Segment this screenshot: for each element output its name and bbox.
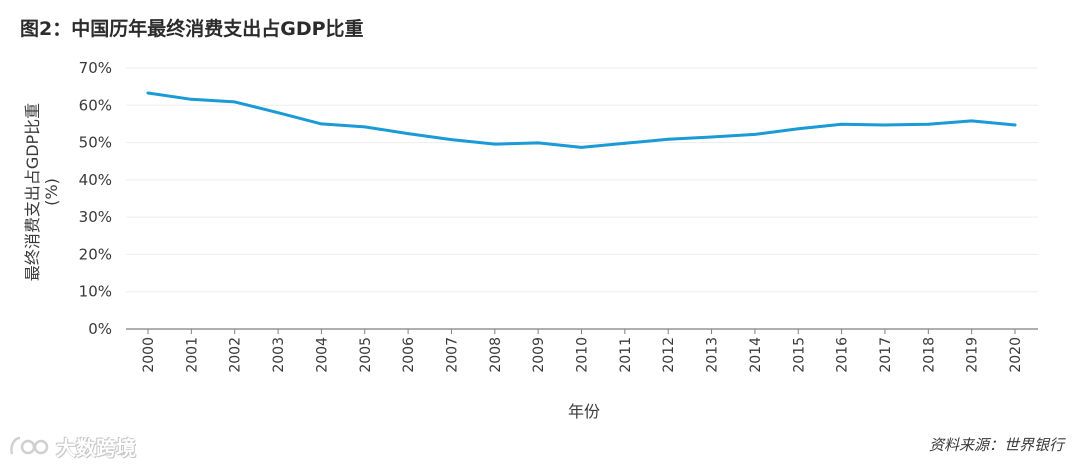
watermark-text: 大数跨境 xyxy=(56,436,136,460)
x-tick-label: 2009 xyxy=(531,337,547,373)
data-point xyxy=(666,137,670,141)
x-tick-label: 2016 xyxy=(835,337,851,373)
data-point xyxy=(536,141,540,145)
chart-title: 图2：中国历年最终消费支出占GDP比重 xyxy=(20,18,364,40)
x-axis-label: 年份 xyxy=(568,402,600,421)
y-tick-label: 10% xyxy=(79,283,112,301)
gridlines xyxy=(126,67,1038,293)
y-tick-label: 70% xyxy=(79,59,112,77)
y-tick-label: 0% xyxy=(88,320,112,338)
axes xyxy=(126,328,1038,334)
y-tick-label: 30% xyxy=(79,208,112,226)
x-tick-label: 2008 xyxy=(488,337,504,373)
y-tick-label: 60% xyxy=(79,96,112,114)
x-tick-label: 2002 xyxy=(228,337,244,373)
data-point xyxy=(840,122,843,126)
x-tick-label: 2015 xyxy=(791,337,807,373)
data-point xyxy=(1013,123,1017,127)
data-point xyxy=(276,111,280,115)
data-point xyxy=(146,91,150,95)
data-point xyxy=(883,123,887,127)
x-tick-label: 2014 xyxy=(748,337,764,373)
y-tick-label: 20% xyxy=(79,245,112,263)
data-point xyxy=(753,132,757,136)
x-tick-label: 2012 xyxy=(661,337,677,373)
series-line xyxy=(146,91,1017,149)
x-tick-label: 2001 xyxy=(184,337,200,373)
data-point xyxy=(233,100,237,104)
data-point xyxy=(320,122,323,126)
y-tick-label: 50% xyxy=(79,134,112,152)
series xyxy=(146,91,1017,149)
data-point xyxy=(450,138,453,141)
x-tick-label: 2003 xyxy=(271,337,287,373)
data-point xyxy=(926,122,930,126)
data-point xyxy=(970,119,974,123)
data-point xyxy=(363,125,367,129)
x-tick-label: 2011 xyxy=(618,337,634,373)
data-point xyxy=(189,97,193,101)
data-point xyxy=(796,127,800,131)
data-point xyxy=(710,135,713,139)
x-tick-label: 2010 xyxy=(575,337,591,373)
x-tick-label: 2013 xyxy=(705,337,721,373)
x-tick-label: 2019 xyxy=(965,337,981,373)
y-axis-label: 最终消费支出占GDP比重 xyxy=(23,103,42,281)
y-tick-labels: 0% 10% 20% 30% 40% 50% 60% 70% xyxy=(79,59,112,338)
watermark-logo-icon xyxy=(10,436,49,454)
x-tick-label: 2000 xyxy=(141,337,157,373)
x-tick-label: 2005 xyxy=(358,337,374,373)
y-axis-unit-label: (%) xyxy=(42,178,61,206)
x-tick-label: 2020 xyxy=(1008,337,1024,373)
data-point xyxy=(623,141,627,145)
data-point xyxy=(580,146,583,149)
y-tick-label: 40% xyxy=(79,171,112,189)
data-point xyxy=(493,142,497,146)
x-tick-label: 2006 xyxy=(401,337,417,373)
source-note: 资料来源：世界银行 xyxy=(928,436,1064,454)
x-tick-label: 2004 xyxy=(314,337,330,373)
x-tick-label: 2018 xyxy=(921,337,937,373)
x-tick-label: 2017 xyxy=(878,337,894,373)
watermark: 大数跨境 xyxy=(8,432,136,461)
axis-labels: 年份 最终消费支出占GDP比重 (%) xyxy=(23,103,600,421)
data-point xyxy=(406,132,410,136)
x-tick-labels: 2000 2001 2002 2003 2004 2005 2006 2007 2008 2009… xyxy=(141,337,1024,373)
x-tick-label: 2007 xyxy=(444,337,460,373)
